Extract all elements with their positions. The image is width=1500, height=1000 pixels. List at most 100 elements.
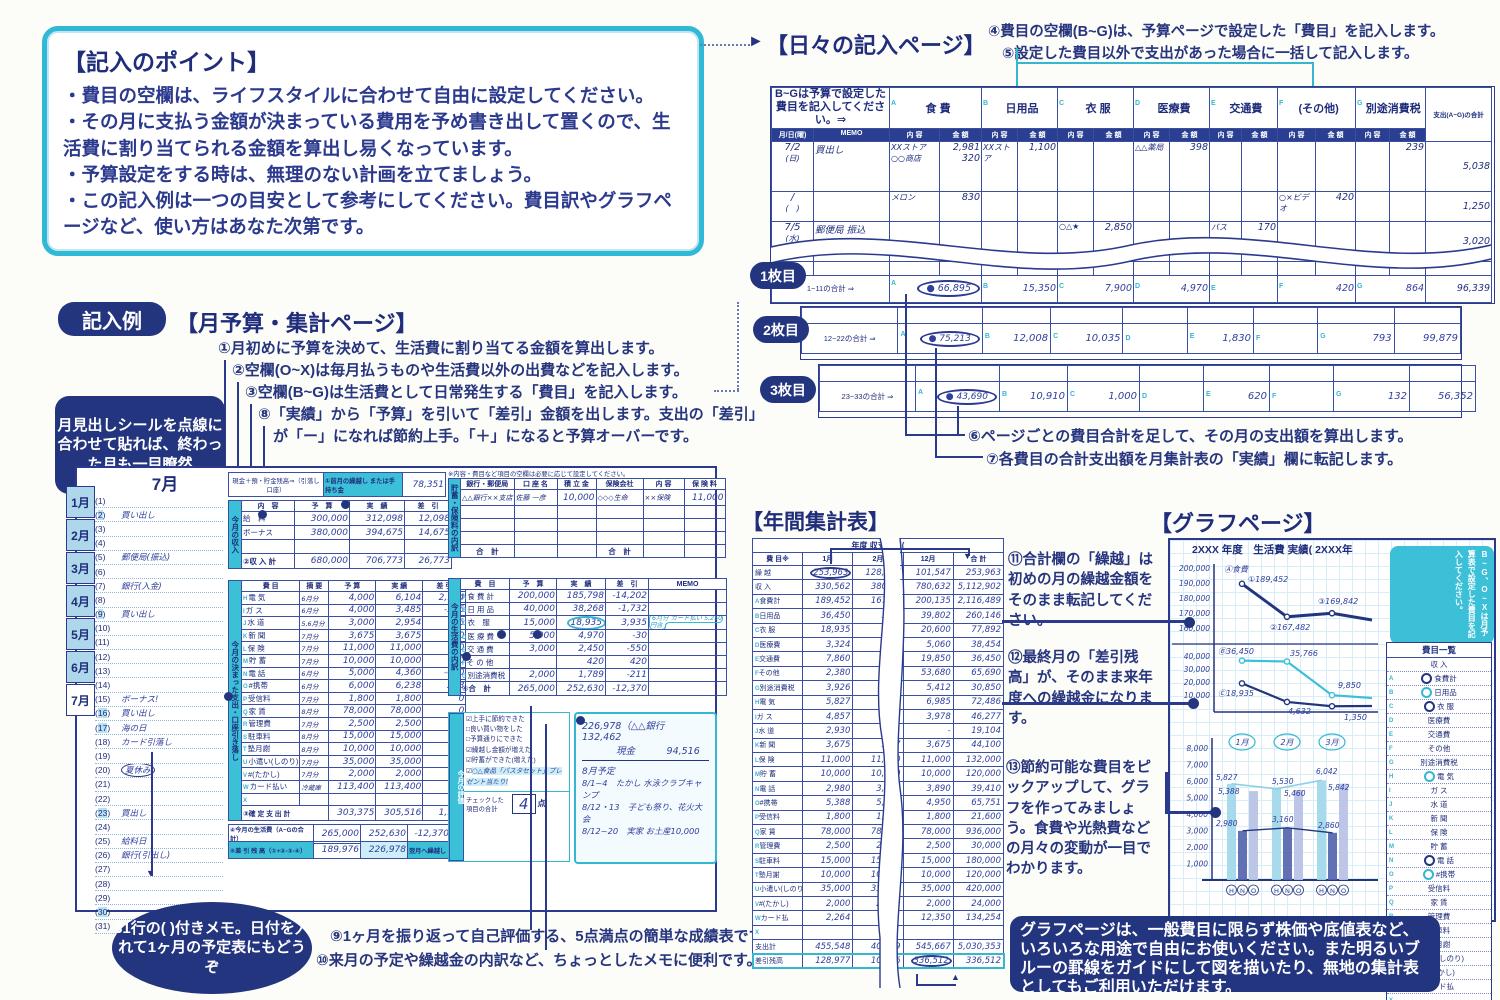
points-bullet: ・その月に支払う金額が決まっている費用を予め書き出して置くので、生活費に割り当て… xyxy=(63,111,671,159)
checkbox-icon: □ xyxy=(466,726,470,734)
day-row: (13) xyxy=(95,664,223,679)
svg-text:6,000: 6,000 xyxy=(1187,777,1209,786)
day-row: (17) 海の日 xyxy=(95,721,223,736)
table-row: △△銀行××支店 佐藤 一彦 10,000 ◇◇◇生命 ××保険 11,000 xyxy=(449,489,726,506)
ring-marker-icon xyxy=(1421,673,1433,684)
table-row: G別途消費税 2,000 1,789 -211 xyxy=(449,668,727,683)
graph-sheet-title: 2XXX 年度 生活費 実績( 2XXX年 xyxy=(1192,544,1353,556)
category-header: G 別途消費税 xyxy=(1355,87,1427,129)
month-title: 7月 xyxy=(151,475,179,494)
svg-text:Ⓐ食費: Ⓐ食費 xyxy=(1224,565,1249,574)
connector-line xyxy=(1016,48,1018,86)
daily-sheet-1: B~Gは予算で設定した費目を記入してください。⇒ A 食 費 B 日用品 C 衣 服 D 医療費… xyxy=(770,86,1495,304)
svg-text:5,827: 5,827 xyxy=(1216,773,1238,782)
score-label: チェックした項目の合計 xyxy=(466,796,504,813)
svg-text:O: O xyxy=(1296,888,1301,895)
note-9: ⑨1ヶ月を振り返って自己評価する、5点満点の簡単な成績表です。 xyxy=(330,928,778,945)
svg-text:10,000: 10,000 xyxy=(1184,691,1210,700)
connector-line xyxy=(1312,62,1314,86)
carryover-value: 78,351 xyxy=(402,472,446,497)
sum-range-label: 23~33の合計 ⇒ xyxy=(819,381,916,412)
svg-text:4,000: 4,000 xyxy=(1187,810,1209,819)
checked-checkbox-icon: ☑ xyxy=(466,716,472,723)
entry-amount-cell xyxy=(1315,140,1357,192)
svg-text:3,160: 3,160 xyxy=(1272,815,1294,824)
day-list: (1) (2) 買い出し (3) (4) (5) 郵便局(振込) (6) (7) 銀行(入金) (8… xyxy=(95,494,223,934)
table-row: /( ) メロン 830 ○×ビデオ 420 1,250 xyxy=(771,190,1493,222)
points-title: 【記入のポイント】 xyxy=(63,49,270,75)
svg-text:8,000: 8,000 xyxy=(1187,744,1209,753)
accounts-note: ※内容・費目など項目の空欄は必要に応じて設定してください。 xyxy=(448,471,630,478)
month-tab-6: 6月 xyxy=(66,651,95,683)
category-header: D 医療費 xyxy=(1133,87,1211,129)
svg-text:2月: 2月 xyxy=(1280,738,1294,747)
entry-amount-cell: 420 xyxy=(1315,190,1357,222)
entry-amount-cell xyxy=(1389,190,1427,222)
living-detail-side-label: 今月の生活費の内訳 xyxy=(448,577,461,697)
plan-title: 8月予定 xyxy=(582,767,615,777)
points-box: 【記入のポイント】 ・費目の空欄は、ライフスタイルに合わせて自由に設定してくださ… xyxy=(42,26,704,256)
example-note: ①月初めに予算を決めて、生活費に割り当てる金額を算出します。 xyxy=(218,340,664,357)
table-row: K新 聞 7月分 3,675 3,675 0 xyxy=(240,628,467,643)
svg-text:5,000: 5,000 xyxy=(1187,794,1209,803)
income-table: 今月の収入内 容予 算実 績差 引給 料 300,000 312,098 12,098… xyxy=(228,500,452,569)
day-row: (11) xyxy=(95,636,223,651)
table-row: 7/2 (日) 買出し XXストア ○○商店 2,981 320 XXストア 1,100 △△薬局… xyxy=(771,140,1493,192)
balance-memo: 226,978（△△銀行 132,462 xyxy=(582,721,674,743)
day-row: (1) xyxy=(95,494,223,509)
memo-cell: 買出し xyxy=(812,140,891,192)
month-tab-2: 2月 xyxy=(66,519,95,551)
circled-total: ● 75,213 xyxy=(919,330,980,347)
table-row: 繰 越 253,963 128,977 101,547 253,963 xyxy=(751,564,1005,581)
dotted-connector xyxy=(714,390,739,392)
daily-sheet-3: 23~33の合計 ⇒ A ● 43,690 B 10,910 C 1,000 D E 620 F G 1… xyxy=(818,364,1476,418)
points-list: ・費目の空欄は、ライフスタイルに合わせて自由に設定してください。 ・その月に支払う… xyxy=(63,83,683,241)
living-cost-row: ④今月の生活費（A~Gの合計） 265,000 252,630 -12,370 xyxy=(228,824,451,844)
table-row xyxy=(449,531,726,545)
sheet-grand-total: 99,879 xyxy=(1393,323,1462,354)
ring-marker-icon xyxy=(1422,869,1434,880)
table-row xyxy=(229,539,452,554)
svg-text:H: H xyxy=(1229,888,1234,895)
evaluation-item: □予算通りにできた xyxy=(466,736,523,744)
accounts-side-label: 貯蓄・保険料の内訳 xyxy=(448,478,461,558)
month-tab-1: 1月 xyxy=(66,486,95,518)
entry-item-cell: △△薬局 xyxy=(1133,140,1171,192)
fixed-side-label: 今月の決まった支出・口座引き落し xyxy=(228,579,242,822)
sheet3-total-table: 23~33の合計 ⇒ A ● 43,690 B 10,910 C 1,000 D E 620 F G 1… xyxy=(819,365,1476,412)
sheet2-badge: 2枚目 xyxy=(753,316,809,343)
day-row: (18) カード引落し xyxy=(95,735,223,750)
points-bullet: ・この記入例は一つの目安として参考にしてください。費目訳やグラフページなど、使い… xyxy=(63,190,672,238)
day-row: (19) xyxy=(95,749,223,764)
day-row: (29) xyxy=(95,891,223,906)
category-list-item: P 受信料 xyxy=(1387,882,1491,896)
sheet-grand-total: 56,352 xyxy=(1409,381,1476,412)
sheet-total-row: 12~22の合計 ⇒ A ● 75,213 B 12,008 C 10,035 D E 1,830… xyxy=(800,323,1462,354)
connector-line xyxy=(968,548,970,556)
entry-item-cell xyxy=(1133,190,1171,222)
memo-box: 226,978（△△銀行 132,462 現金 94,516 8月予定 8/1~4… xyxy=(574,712,717,864)
entry-amount-cell xyxy=(1169,190,1211,222)
category-header: B 日用品 xyxy=(981,87,1059,129)
ring-marker-icon xyxy=(1423,855,1435,866)
svg-text:170,000: 170,000 xyxy=(1179,609,1210,618)
day-row: (24) xyxy=(95,820,223,835)
svg-text:N: N xyxy=(1240,888,1245,895)
balance-note: 翌月へ繰越し xyxy=(407,841,451,859)
total-header: 支出(A~G)の合計 xyxy=(1425,87,1493,142)
